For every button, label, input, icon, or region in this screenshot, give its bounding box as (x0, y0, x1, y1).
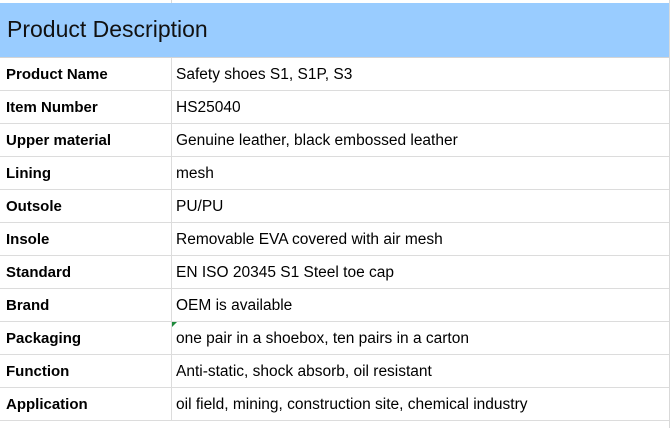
column-divider (171, 322, 172, 355)
table-header[interactable]: Product Description (0, 3, 669, 58)
table-row: Upper material Genuine leather, black emb… (0, 124, 669, 157)
column-divider (171, 190, 172, 223)
row-value-cell[interactable]: OEM is available (176, 297, 293, 314)
row-value-cell[interactable]: HS25040 (176, 99, 241, 116)
row-label-cell[interactable]: Product Name (6, 66, 108, 83)
table-row: Insole Removable EVA covered with air mes… (0, 223, 669, 256)
comment-indicator-icon (172, 322, 177, 327)
table-row: Brand OEM is available (0, 289, 669, 322)
row-value-cell[interactable]: Safety shoes S1, S1P, S3 (176, 66, 353, 83)
column-divider (171, 58, 172, 91)
column-divider (171, 355, 172, 388)
row-value-cell[interactable]: mesh (176, 165, 214, 182)
column-divider (171, 223, 172, 256)
table-row: Function Anti-static, shock absorb, oil r… (0, 355, 669, 388)
row-value-cell[interactable]: EN ISO 20345 S1 Steel toe cap (176, 264, 394, 281)
row-label-cell[interactable]: Lining (6, 165, 51, 182)
row-label-cell[interactable]: Outsole (6, 198, 62, 215)
column-divider (171, 124, 172, 157)
row-value-cell[interactable]: one pair in a shoebox, ten pairs in a ca… (176, 330, 469, 347)
row-label-cell[interactable]: Item Number (6, 99, 98, 116)
row-value-cell[interactable]: oil field, mining, construction site, ch… (176, 396, 528, 413)
table-row: Packaging one pair in a shoebox, ten pair… (0, 322, 669, 355)
column-divider (171, 388, 172, 421)
column-divider (171, 157, 172, 190)
top-gridline-strip (0, 0, 672, 3)
row-label-cell[interactable]: Insole (6, 231, 50, 248)
table-row: Application oil field, mining, constructi… (0, 388, 669, 421)
row-label-cell[interactable]: Brand (6, 297, 50, 314)
row-value-cell[interactable]: Removable EVA covered with air mesh (176, 231, 443, 248)
column-divider (171, 91, 172, 124)
table-title: Product Description (7, 16, 208, 42)
row-value-cell[interactable]: PU/PU (176, 198, 224, 215)
row-label-cell[interactable]: Application (6, 396, 88, 413)
column-divider (171, 256, 172, 289)
table-row: Product Name Safety shoes S1, S1P, S3 (0, 58, 669, 91)
row-label-cell[interactable]: Packaging (6, 330, 82, 347)
row-label-cell[interactable]: Upper material (6, 132, 112, 149)
table-row: Outsole PU/PU (0, 190, 669, 223)
table-row: Standard EN ISO 20345 S1 Steel toe cap (0, 256, 669, 289)
table-row: Lining mesh (0, 157, 669, 190)
row-value-cell[interactable]: Anti-static, shock absorb, oil resistant (176, 363, 432, 380)
row-label-cell[interactable]: Function (6, 363, 70, 380)
row-label-cell[interactable]: Standard (6, 264, 72, 281)
row-value-cell[interactable]: Genuine leather, black embossed leather (176, 132, 458, 149)
spec-table: Product Name Safety shoes S1, S1P, S3 Item… (0, 58, 669, 421)
column-divider (171, 289, 172, 322)
gridline (669, 0, 670, 428)
table-row: Item Number HS25040 (0, 91, 669, 124)
gridline (171, 0, 172, 3)
